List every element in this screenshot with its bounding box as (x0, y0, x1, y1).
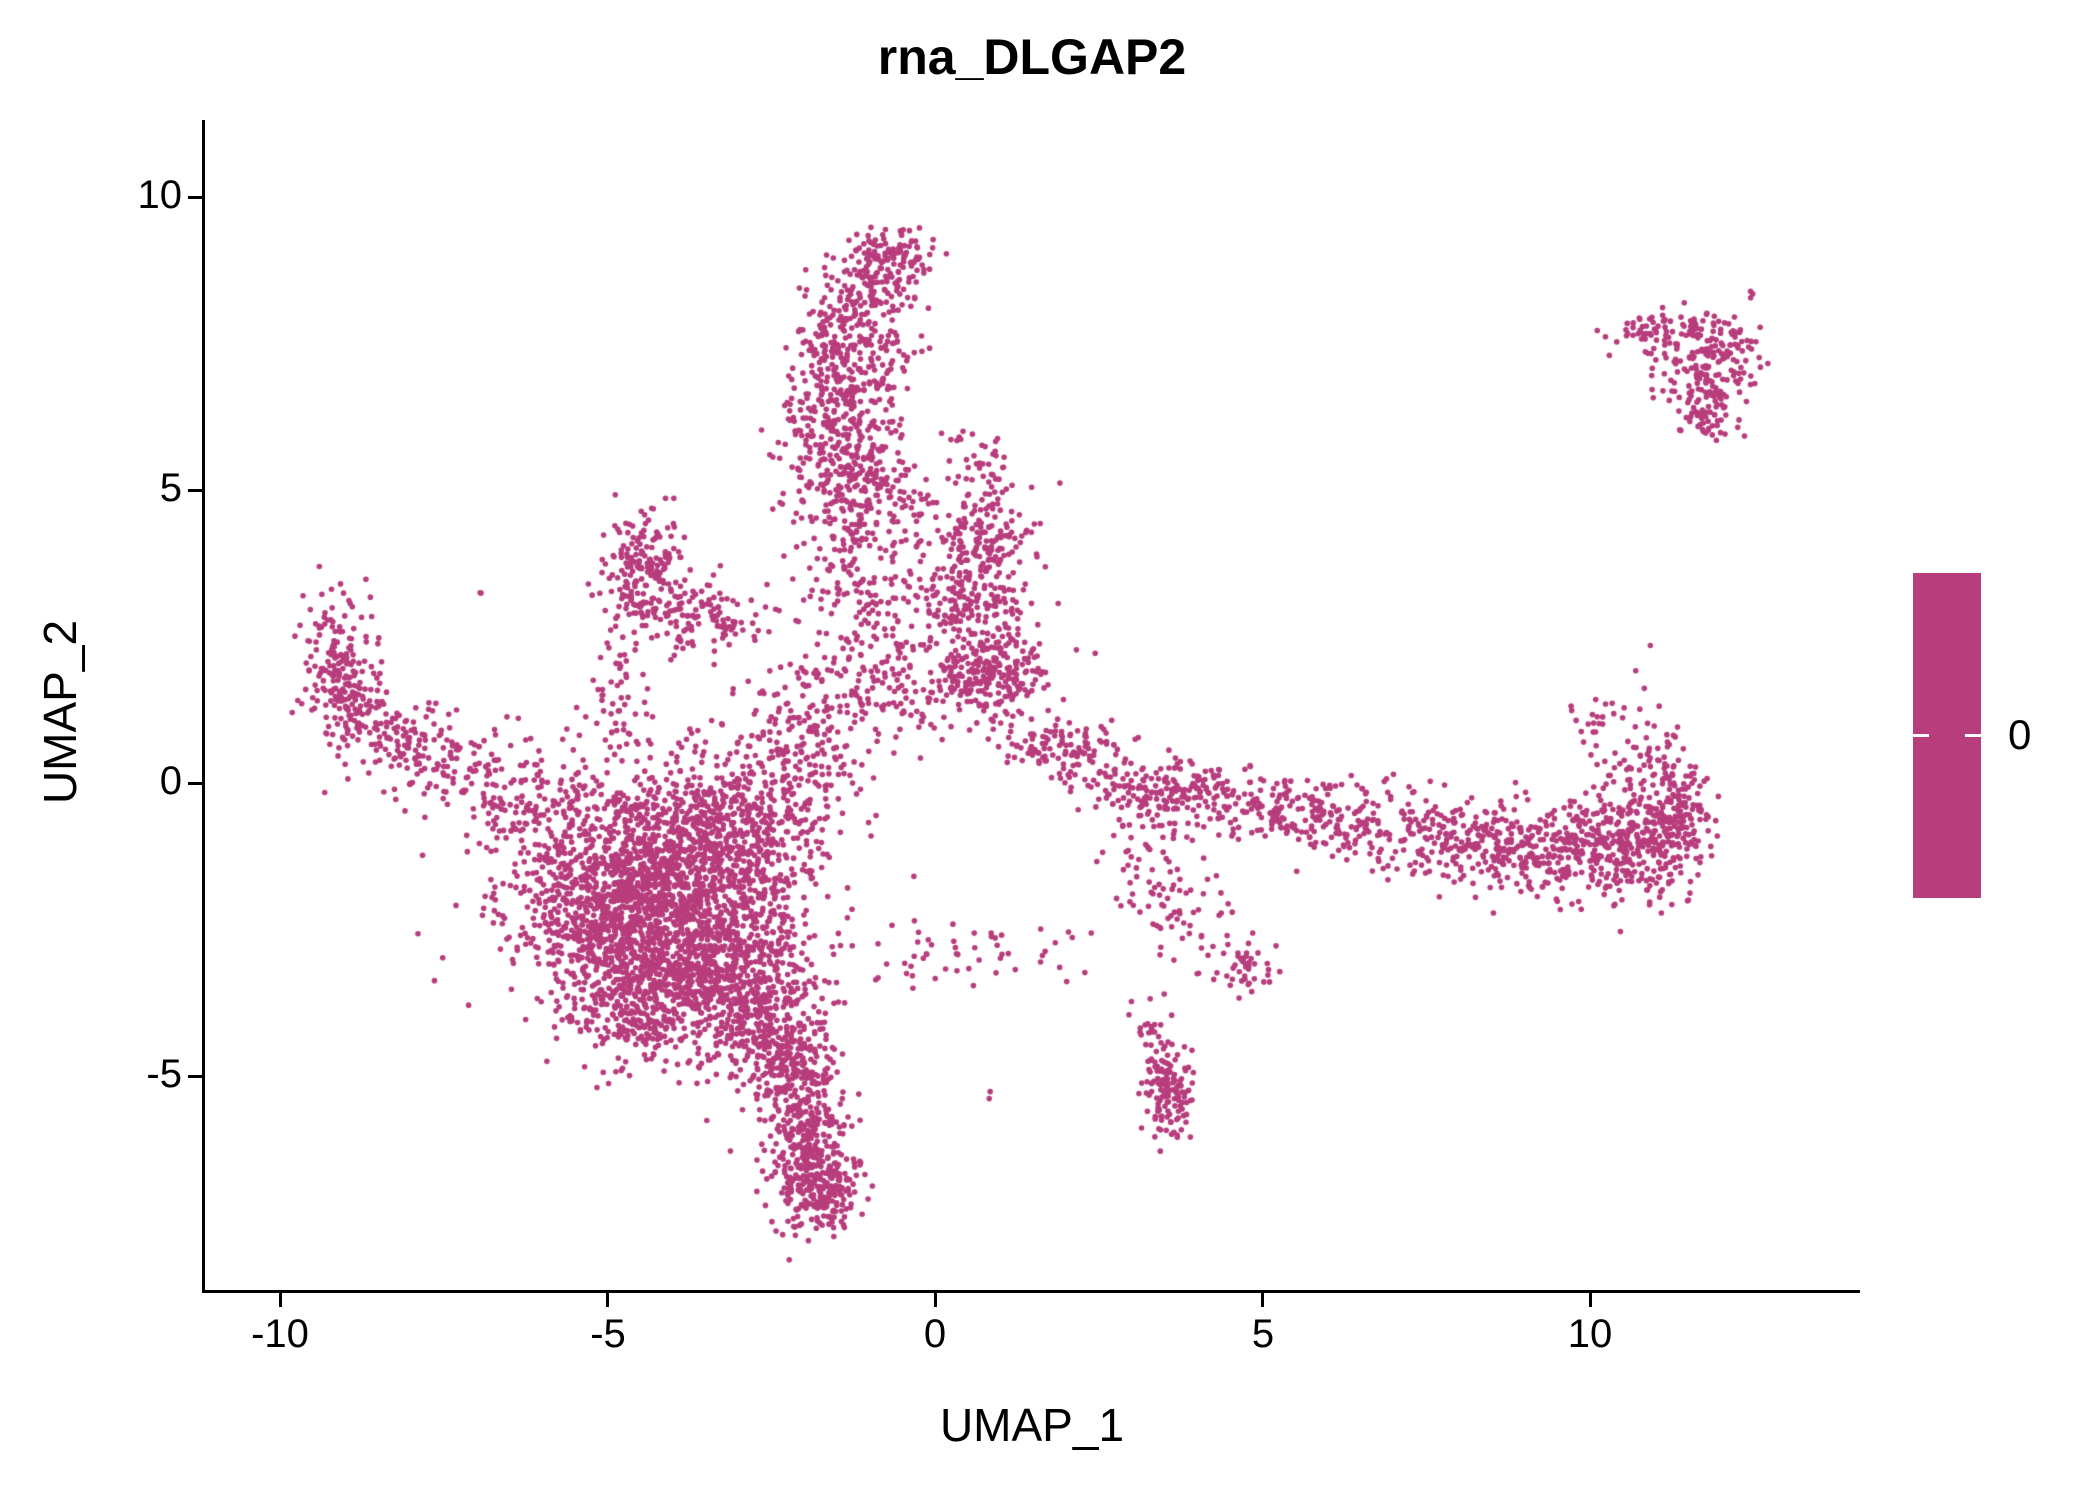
x-tick-mark (606, 1293, 610, 1307)
plot-panel (202, 120, 1860, 1293)
y-tick-label: 0 (159, 759, 182, 803)
y-axis-label: UMAP_2 (34, 619, 86, 805)
colorbar-label: 0 (2008, 711, 2032, 758)
x-tick-mark (278, 1293, 282, 1307)
y-tick-mark (188, 195, 202, 199)
y-tick-label: -5 (146, 1052, 182, 1096)
y-tick-label: 10 (137, 173, 183, 217)
colorbar-tick (1913, 734, 1929, 737)
x-tick-label: 5 (1251, 1312, 1275, 1356)
x-axis-label: UMAP_1 (939, 1399, 1125, 1451)
x-tick-mark (1588, 1293, 1592, 1307)
x-tick-label: -10 (251, 1312, 309, 1356)
x-tick-label: -5 (590, 1312, 626, 1356)
colorbar-tick (1965, 734, 1981, 737)
x-tick-mark (1261, 1293, 1265, 1307)
x-tick-mark (933, 1293, 937, 1307)
y-tick-mark (188, 1074, 202, 1078)
y-tick-mark (188, 781, 202, 785)
umap-scatter-canvas (205, 120, 1860, 1290)
x-tick-label: 0 (923, 1312, 947, 1356)
chart-title: rna_DLGAP2 (877, 29, 1187, 85)
y-tick-mark (188, 488, 202, 492)
colorbar (1913, 573, 1981, 898)
x-tick-label: 10 (1567, 1312, 1613, 1356)
y-tick-label: 5 (159, 466, 182, 510)
